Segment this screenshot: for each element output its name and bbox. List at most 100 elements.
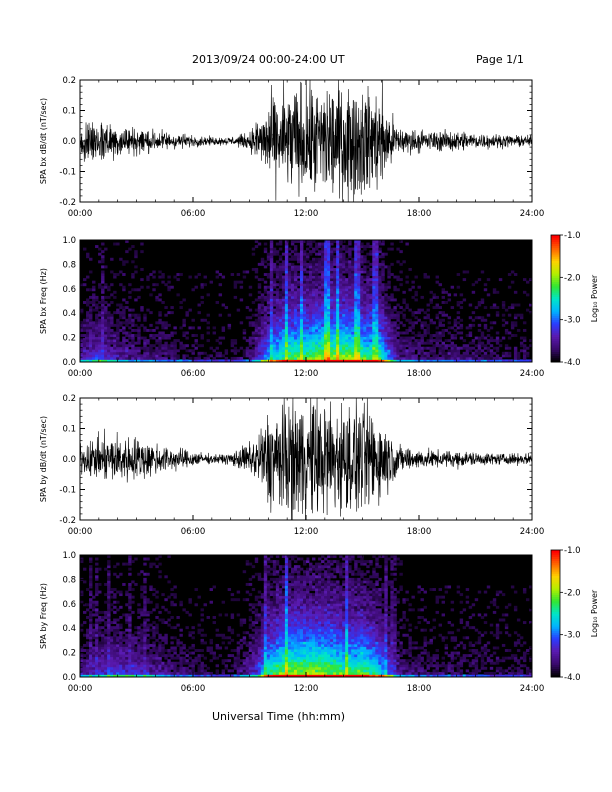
heatmap-cell (483, 354, 488, 358)
heatmap-cell (182, 298, 186, 302)
heatmap-cell (95, 557, 99, 561)
heatmap-cell (333, 260, 337, 264)
heatmap-cell (284, 565, 289, 569)
heatmap-cell (336, 270, 340, 274)
heatmap-cell (146, 346, 150, 350)
heatmap-cell (197, 595, 201, 599)
heatmap-cell (405, 356, 409, 360)
heatmap-cell (245, 664, 250, 668)
heatmap-cell (369, 356, 373, 360)
heatmap-cell (167, 610, 171, 614)
heatmap-cell (348, 359, 352, 363)
heatmap-cell (372, 306, 376, 310)
heatmap-cell (284, 616, 289, 619)
heatmap-cell (387, 328, 391, 332)
heatmap-cell (375, 265, 379, 269)
heatmap-cell (101, 636, 105, 640)
heatmap-cell (284, 298, 289, 302)
heatmap-cell (281, 260, 286, 264)
heatmap-cell (275, 260, 280, 264)
heatmap-cell (104, 636, 108, 640)
heatmap-cell (98, 356, 102, 360)
heatmap-cell (89, 328, 93, 332)
heatmap-cell (107, 341, 111, 345)
heatmap-cell (251, 666, 256, 670)
heatmap-cell (339, 336, 343, 340)
heatmap-cell (83, 356, 87, 360)
heatmap-cell (306, 285, 310, 289)
heatmap-cell (107, 359, 111, 363)
heatmap-cell (387, 334, 391, 337)
heatmap-cell (284, 557, 289, 561)
heatmap-cell (363, 349, 367, 353)
heatmap-cell (104, 265, 108, 269)
heatmap-cell (525, 359, 530, 363)
heatmap-cell (179, 649, 183, 652)
heatmap-cell (182, 334, 186, 337)
heatmap-cell (272, 250, 277, 254)
heatmap-cell (324, 308, 328, 312)
heatmap-cell (318, 295, 322, 299)
heatmap-cell (357, 341, 361, 345)
heatmap-cell (375, 356, 379, 360)
heatmap-cell (131, 659, 135, 663)
heatmap-cell (369, 321, 373, 325)
heatmap-cell (119, 306, 123, 310)
heatmap-cell (257, 285, 262, 289)
heatmap-cell (122, 656, 126, 660)
heatmap-cell (149, 664, 153, 668)
heatmap-cell (423, 354, 427, 358)
heatmap-cell (432, 351, 436, 355)
heatmap-cell (351, 270, 355, 274)
heatmap-cell (384, 328, 388, 332)
heatmap-cell (369, 354, 373, 358)
heatmap-cell (369, 344, 373, 348)
heatmap-cell (384, 308, 388, 312)
heatmap-cell (218, 674, 223, 678)
heatmap-cell (278, 621, 283, 625)
heatmap-cell (387, 313, 391, 317)
heatmap-cell (429, 351, 433, 355)
heatmap-cell (119, 669, 123, 673)
heatmap-cell (83, 661, 87, 665)
heatmap-cell (507, 346, 512, 350)
heatmap-cell (306, 278, 310, 282)
heatmap-cell (429, 359, 433, 363)
heatmap-cell (299, 308, 304, 312)
heatmap-cell (290, 354, 295, 358)
heatmap-cell (348, 318, 352, 322)
heatmap-cell (110, 331, 114, 335)
heatmap-cell (312, 326, 316, 330)
heatmap-cell (284, 628, 289, 632)
heatmap-cell (293, 295, 298, 299)
heatmap-cell (137, 339, 141, 343)
heatmap-cell (390, 313, 394, 317)
heatmap-cell (269, 298, 274, 302)
heatmap-cell (287, 290, 292, 294)
heatmap-cell (284, 351, 289, 355)
heatmap-cell (516, 356, 521, 360)
heatmap-cell (89, 661, 93, 665)
heatmap-cell (215, 633, 220, 637)
heatmap-cell (480, 359, 485, 363)
heatmap-cell (269, 664, 274, 668)
heatmap-cell (281, 575, 286, 579)
heatmap-cell (263, 260, 268, 264)
heatmap-cell (275, 334, 280, 337)
heatmap-cell (152, 659, 156, 663)
heatmap-cell (107, 313, 111, 317)
heatmap-cell (110, 649, 114, 652)
heatmap-cell (107, 582, 111, 586)
heatmap-cell (432, 346, 436, 350)
heatmap-cell (369, 359, 373, 363)
heatmap-cell (429, 318, 433, 322)
heatmap-cell (269, 618, 274, 622)
heatmap-cell (263, 674, 268, 678)
heatmap-cell (402, 349, 406, 353)
heatmap-cell (89, 628, 93, 632)
heatmap-cell (363, 344, 367, 348)
heatmap-cell (266, 293, 271, 297)
heatmap-cell (275, 267, 280, 271)
heatmap-cell (296, 293, 301, 297)
heatmap-cell (318, 356, 322, 360)
